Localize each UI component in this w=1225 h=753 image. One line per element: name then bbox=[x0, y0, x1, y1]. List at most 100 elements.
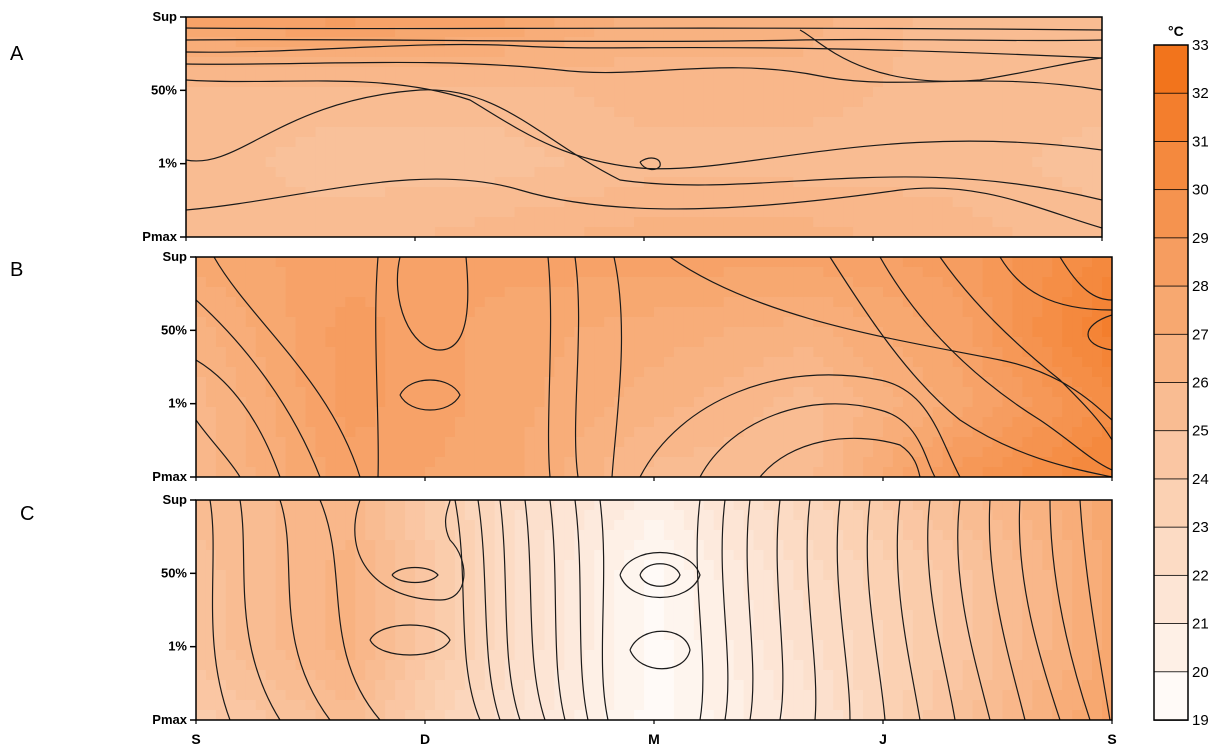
field-cell bbox=[335, 187, 346, 198]
field-cell bbox=[434, 520, 446, 531]
field-cell bbox=[793, 17, 804, 28]
field-cell bbox=[992, 530, 1004, 541]
field-cell bbox=[624, 580, 635, 591]
field-cell bbox=[683, 147, 695, 158]
field-cell bbox=[395, 570, 406, 581]
field-cell bbox=[385, 147, 396, 158]
field-cell bbox=[245, 327, 257, 338]
field-cell bbox=[982, 117, 994, 128]
field-cell bbox=[265, 540, 277, 551]
field-cell bbox=[912, 510, 924, 521]
field-cell bbox=[823, 540, 834, 551]
field-cell bbox=[245, 520, 257, 531]
field-cell bbox=[554, 67, 565, 78]
field-cell bbox=[634, 467, 645, 477]
field-cell bbox=[753, 217, 765, 228]
field-cell bbox=[693, 437, 705, 448]
field-cell bbox=[375, 417, 386, 428]
field-cell bbox=[863, 590, 874, 601]
field-cell bbox=[265, 467, 277, 477]
field-cell bbox=[673, 67, 685, 78]
field-cell bbox=[1042, 287, 1053, 298]
field-cell bbox=[833, 317, 844, 328]
field-cell bbox=[1022, 17, 1033, 28]
field-cell bbox=[972, 127, 984, 138]
field-cell bbox=[315, 500, 327, 511]
field-cell bbox=[405, 560, 416, 571]
field-cell bbox=[434, 77, 446, 88]
field-cell bbox=[415, 127, 426, 138]
field-cell bbox=[245, 540, 257, 551]
field-cell bbox=[305, 427, 317, 438]
field-cell bbox=[474, 540, 486, 551]
field-cell bbox=[753, 287, 765, 298]
field-cell bbox=[335, 137, 346, 148]
field-cell bbox=[484, 427, 496, 438]
field-cell bbox=[793, 307, 804, 318]
field-cell bbox=[245, 530, 257, 541]
field-cell bbox=[932, 530, 944, 541]
field-cell bbox=[922, 437, 934, 448]
field-cell bbox=[942, 307, 954, 318]
field-cell bbox=[385, 117, 396, 128]
field-cell bbox=[385, 127, 396, 138]
field-cell bbox=[405, 550, 416, 561]
field-cell bbox=[962, 207, 974, 218]
field-cell bbox=[902, 107, 914, 118]
field-cell bbox=[355, 560, 366, 571]
field-cell bbox=[1102, 540, 1112, 551]
field-cell bbox=[1092, 287, 1103, 298]
field-cell bbox=[863, 87, 874, 98]
field-cell bbox=[733, 317, 745, 328]
field-cell bbox=[1032, 457, 1043, 468]
field-cell bbox=[554, 277, 565, 288]
field-cell bbox=[355, 500, 366, 511]
field-cell bbox=[205, 77, 217, 88]
field-cell bbox=[1072, 530, 1083, 541]
field-cell bbox=[733, 337, 745, 348]
field-cell bbox=[902, 67, 914, 78]
field-cell bbox=[673, 337, 685, 348]
field-cell bbox=[395, 407, 406, 418]
field-cell bbox=[853, 257, 864, 268]
field-cell bbox=[683, 47, 695, 58]
field-cell bbox=[1002, 227, 1013, 237]
field-cell bbox=[693, 540, 705, 551]
field-cell bbox=[763, 157, 775, 168]
field-cell bbox=[863, 107, 874, 118]
field-cell bbox=[265, 297, 277, 308]
field-cell bbox=[663, 570, 675, 581]
field-cell bbox=[932, 257, 944, 268]
field-cell bbox=[584, 337, 595, 348]
field-cell bbox=[1052, 37, 1063, 48]
field-cell bbox=[315, 540, 327, 551]
field-cell bbox=[882, 127, 894, 138]
field-cell bbox=[1062, 277, 1073, 288]
field-cell bbox=[604, 137, 615, 148]
field-cell bbox=[265, 287, 277, 298]
field-cell bbox=[365, 257, 376, 268]
field-cell bbox=[395, 37, 406, 48]
field-cell bbox=[713, 407, 725, 418]
field-cell bbox=[962, 157, 974, 168]
field-cell bbox=[813, 357, 824, 368]
field-cell bbox=[873, 307, 884, 318]
field-cell bbox=[932, 570, 944, 581]
field-cell bbox=[912, 457, 924, 468]
field-cell bbox=[464, 337, 476, 348]
field-cell bbox=[385, 27, 396, 38]
field-cell bbox=[952, 97, 964, 108]
field-cell bbox=[1032, 550, 1043, 561]
field-cell bbox=[763, 97, 775, 108]
field-cell bbox=[564, 197, 575, 208]
field-cell bbox=[843, 107, 854, 118]
field-cell bbox=[1072, 167, 1083, 178]
field-cell bbox=[355, 257, 366, 268]
field-cell bbox=[1062, 550, 1073, 561]
field-cell bbox=[494, 287, 506, 298]
field-cell bbox=[634, 387, 645, 398]
field-cell bbox=[753, 590, 765, 601]
field-cell bbox=[1042, 467, 1053, 477]
field-cell bbox=[1012, 467, 1023, 477]
field-cell bbox=[365, 337, 376, 348]
